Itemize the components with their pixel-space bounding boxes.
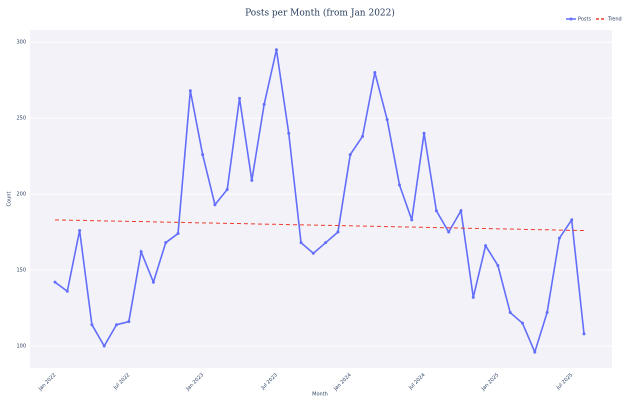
point [447,230,451,234]
y-tick-label: 100 [16,343,26,349]
legend-label: Posts [578,17,591,23]
x-tick-label: Jan 2024 [332,372,353,393]
point [324,241,328,245]
point [176,232,180,236]
point [385,118,389,122]
point [484,244,488,248]
point [250,178,254,182]
point [90,323,94,327]
x-tick-label: Jul 2022 [112,372,131,391]
point [274,48,278,52]
point [102,344,106,348]
series-line [54,49,585,355]
y-tick-label: 200 [16,192,26,198]
plot-area [30,30,612,368]
point [53,280,57,284]
point [471,295,475,299]
x-tick-label: Jan 2022 [37,372,58,393]
point [299,241,303,245]
legend-item: Posts [566,17,591,23]
y-tick-label: 150 [16,268,26,274]
x-tick-label: Jan 2025 [480,372,501,393]
x-tick-label: Jul 2023 [260,372,279,391]
point [422,131,426,135]
y-tick-label: 250 [16,116,26,122]
x-tick-label: Jul 2025 [555,372,574,391]
point [115,323,119,327]
point [188,89,192,93]
point [287,131,291,135]
point [496,263,500,267]
x-axis-label: Month [312,392,328,398]
y-axis-label: Count [7,192,13,207]
point [508,311,512,315]
point [520,321,524,325]
point [570,218,574,222]
point [545,311,549,315]
point [213,203,217,207]
point [78,229,82,233]
chart-title: Posts per Month (from Jan 2022) [245,8,395,19]
legend-label: Trend [607,17,622,23]
point [348,153,352,157]
point [336,230,340,234]
point [582,332,586,336]
legend-item: Trend [596,17,622,23]
point [410,218,414,222]
y-tick-label: 300 [16,40,26,46]
point [262,102,266,106]
point [397,183,401,187]
point [311,251,315,255]
point [225,188,229,192]
point [201,153,205,157]
point [557,236,561,240]
point [434,209,438,213]
point [361,134,365,138]
legend-marker [569,17,573,21]
point [373,71,377,75]
point [459,209,463,213]
point [238,96,242,100]
point [127,320,131,324]
point [65,289,69,293]
point [151,280,155,284]
point [139,250,143,254]
point [533,350,537,354]
x-tick-label: Jul 2024 [407,372,426,391]
x-tick-label: Jan 2023 [185,372,206,393]
point [164,241,168,245]
